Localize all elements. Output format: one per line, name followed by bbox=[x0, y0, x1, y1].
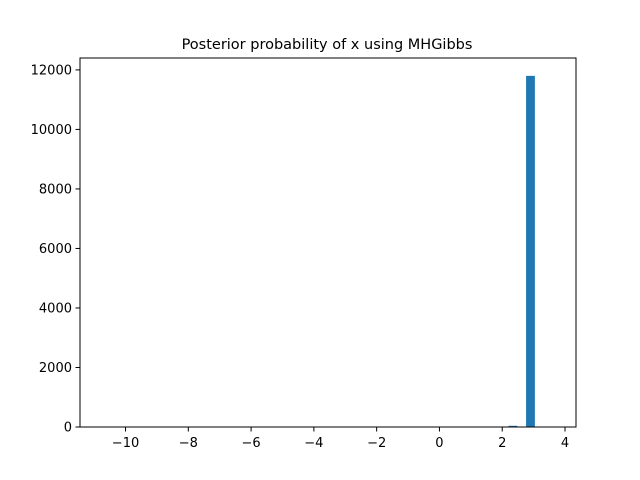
y-axis-ticks: 0 2000 4000 6000 8000 10000 12000 bbox=[31, 63, 80, 436]
x-tick-label: −10 bbox=[112, 436, 139, 451]
y-tick-label: 0 bbox=[64, 421, 72, 436]
x-tick-label: −6 bbox=[242, 436, 261, 451]
y-tick-label: 6000 bbox=[39, 242, 72, 257]
x-tick-label: −2 bbox=[367, 436, 386, 451]
x-tick-label: −4 bbox=[304, 436, 323, 451]
histogram-bar bbox=[508, 425, 518, 427]
x-tick-label: 2 bbox=[498, 436, 506, 451]
x-axis-ticks: −10 −8 −6 −4 −2 0 2 4 bbox=[112, 427, 569, 451]
chart-title: Posterior probability of x using MHGibbs bbox=[182, 37, 473, 53]
histogram-bar bbox=[526, 75, 535, 428]
y-tick-label: 10000 bbox=[31, 123, 72, 138]
x-tick-label: 0 bbox=[435, 436, 443, 451]
y-tick-label: 8000 bbox=[39, 182, 72, 197]
x-tick-label: −8 bbox=[179, 436, 198, 451]
bars-group bbox=[508, 75, 535, 428]
plot-frame bbox=[79, 57, 577, 428]
y-tick-label: 12000 bbox=[31, 63, 72, 78]
x-tick-label: 4 bbox=[561, 436, 569, 451]
y-tick-label: 2000 bbox=[39, 361, 72, 376]
y-tick-label: 4000 bbox=[39, 301, 72, 316]
